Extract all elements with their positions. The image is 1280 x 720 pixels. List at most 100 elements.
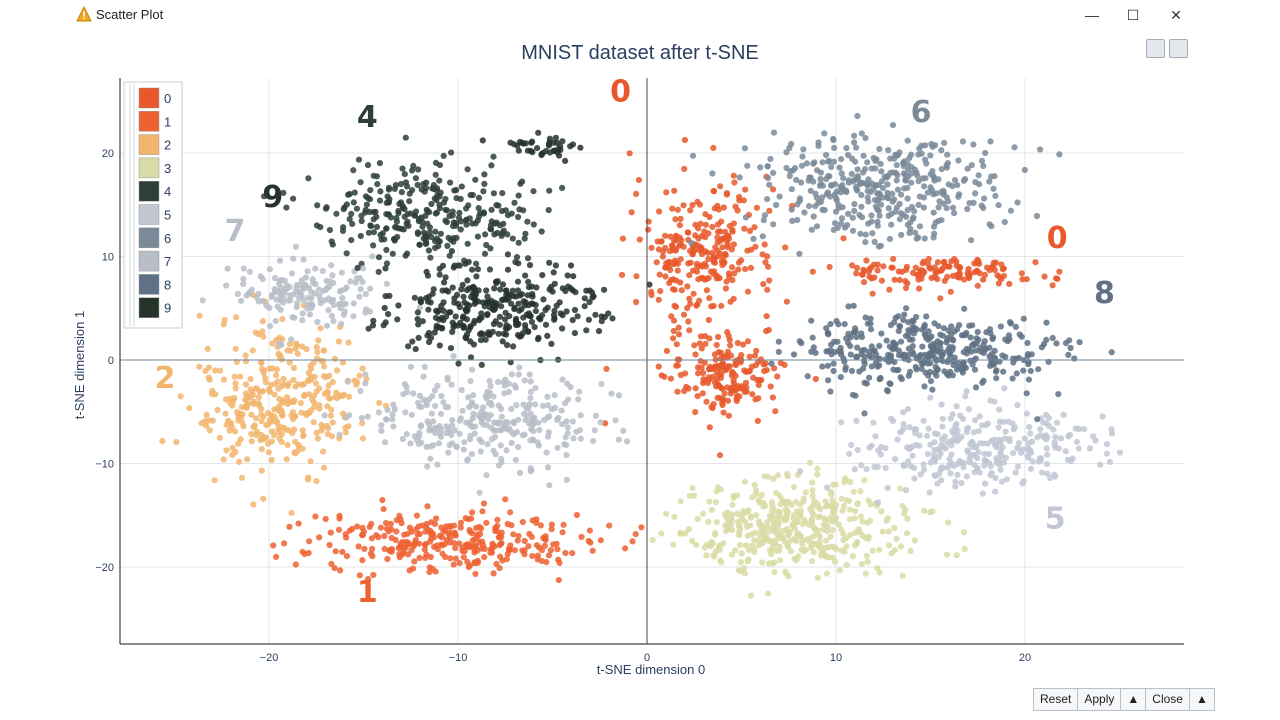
point-0 — [659, 253, 667, 260]
point-9 — [527, 313, 534, 320]
point-7 — [288, 270, 296, 277]
point-0 — [772, 408, 779, 415]
point-0 — [694, 393, 701, 400]
point-7 — [274, 303, 281, 310]
point-2 — [253, 415, 260, 422]
point-6 — [773, 201, 780, 209]
point-0 — [655, 363, 662, 370]
point-6 — [836, 164, 843, 171]
point-7 — [314, 318, 321, 326]
point-0 — [669, 286, 677, 293]
image-export-icon[interactable] — [1146, 39, 1165, 58]
point-0 — [699, 263, 706, 270]
point-4 — [399, 165, 406, 172]
point-3 — [787, 548, 795, 555]
point-0 — [714, 239, 721, 246]
legend-swatch-3[interactable] — [138, 157, 160, 179]
point-3 — [708, 538, 715, 545]
point-2 — [249, 347, 256, 354]
legend-label-5[interactable]: 5 — [164, 208, 171, 223]
point-2 — [271, 391, 278, 398]
legend-swatch-6[interactable] — [138, 227, 160, 249]
point-1 — [548, 521, 556, 528]
point-8 — [1009, 375, 1016, 382]
point-2 — [331, 355, 339, 362]
point-6 — [767, 155, 774, 163]
apply-options-arrow[interactable]: ▲ — [1121, 689, 1147, 710]
point-4 — [362, 209, 369, 216]
point-6 — [828, 182, 835, 189]
point-6 — [845, 151, 852, 159]
point-0 — [919, 271, 926, 278]
point-5 — [1051, 471, 1058, 478]
point-0 — [764, 253, 771, 260]
point-7 — [408, 411, 415, 419]
point-9 — [457, 319, 464, 326]
point-3 — [809, 558, 816, 565]
point-0 — [928, 274, 935, 282]
minimize-button[interactable]: — — [1085, 7, 1099, 23]
point-0 — [677, 241, 684, 248]
point-4 — [353, 205, 360, 212]
point-7 — [378, 422, 385, 429]
legend-label-6[interactable]: 6 — [164, 231, 171, 246]
legend-swatch-4[interactable] — [138, 180, 160, 202]
point-5 — [1052, 433, 1059, 440]
point-7 — [608, 390, 615, 397]
reset-button[interactable]: Reset — [1034, 689, 1079, 710]
legend[interactable]: 0 1 2 3 4 5 6 7 8 9 — [123, 81, 183, 329]
point-9 — [425, 329, 433, 337]
maximize-button[interactable]: ☐ — [1126, 6, 1140, 23]
apply-button[interactable]: Apply — [1078, 689, 1122, 710]
legend-label-4[interactable]: 4 — [164, 184, 171, 199]
point-7 — [494, 419, 501, 427]
legend-label-3[interactable]: 3 — [164, 161, 171, 176]
table-view-icon[interactable] — [1169, 39, 1188, 58]
legend-label-0[interactable]: 0 — [164, 91, 171, 106]
legend-swatch-7[interactable] — [138, 250, 160, 272]
point-2 — [345, 423, 352, 430]
point-4 — [374, 181, 381, 188]
point-0 — [915, 276, 922, 283]
point-0 — [781, 361, 788, 368]
legend-swatch-0[interactable] — [138, 87, 160, 109]
point-2 — [248, 411, 255, 418]
point-2 — [186, 405, 193, 412]
point-0 — [774, 373, 781, 380]
point-8 — [934, 366, 941, 373]
point-2 — [277, 423, 284, 431]
point-9 — [522, 272, 529, 279]
legend-label-1[interactable]: 1 — [164, 114, 171, 129]
point-5 — [996, 406, 1003, 413]
point-0 — [709, 223, 716, 230]
point-2 — [293, 340, 300, 347]
point-9 — [569, 317, 576, 324]
legend-swatch-8[interactable] — [138, 274, 160, 295]
legend-label-8[interactable]: 8 — [164, 277, 171, 292]
legend-label-9[interactable]: 9 — [164, 301, 171, 316]
legend-swatch-5[interactable] — [138, 204, 160, 225]
legend-label-2[interactable]: 2 — [164, 138, 171, 153]
point-7 — [271, 274, 279, 282]
close-options-arrow[interactable]: ▲ — [1195, 692, 1208, 706]
point-0 — [871, 274, 878, 281]
point-1 — [507, 509, 514, 516]
legend-swatch-2[interactable] — [138, 134, 160, 155]
point-7 — [477, 448, 484, 455]
point-1 — [281, 540, 288, 547]
legend-swatch-1[interactable] — [138, 111, 160, 132]
point-9 — [462, 334, 469, 341]
point-7 — [569, 418, 576, 425]
point-1 — [356, 572, 363, 579]
point-4 — [346, 190, 353, 198]
point-1 — [452, 545, 459, 552]
point-3 — [728, 551, 736, 558]
point-6 — [815, 142, 822, 149]
point-0 — [694, 198, 701, 205]
close-button[interactable]: Close — [1146, 689, 1190, 710]
point-4 — [398, 225, 405, 232]
point-7 — [400, 391, 407, 398]
close-window-button[interactable]: ✕ — [1170, 6, 1182, 23]
legend-swatch-9[interactable] — [138, 297, 160, 318]
legend-label-7[interactable]: 7 — [164, 254, 171, 269]
